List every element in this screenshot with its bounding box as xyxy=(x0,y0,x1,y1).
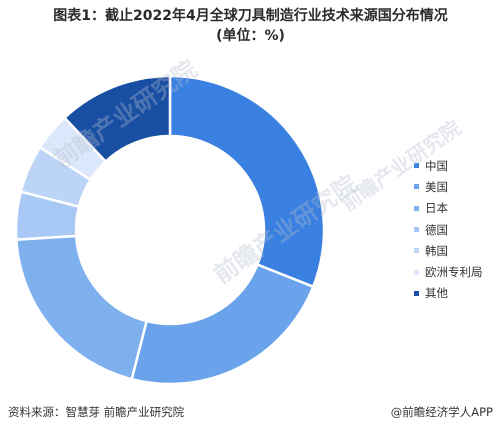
slice-6 xyxy=(62,74,172,164)
legend-item-1: 美国 xyxy=(414,176,483,197)
legend-label: 中国 xyxy=(425,158,448,173)
slice-1 xyxy=(130,262,315,386)
legend-swatch xyxy=(414,205,419,211)
legend-swatch xyxy=(414,184,419,190)
title-line-1: 图表1：截止2022年4月全球刀具制造行业技术来源国分布情况 xyxy=(53,8,448,24)
chart-title: 图表1：截止2022年4月全球刀具制造行业技术来源国分布情况 (单位：%) xyxy=(0,6,501,46)
brand-text: @前瞻经济学人APP xyxy=(390,405,493,419)
legend: 中国美国日本德国韩国欧洲专利局其他 xyxy=(414,155,483,304)
legend-item-6: 其他 xyxy=(414,283,483,304)
legend-label: 韩国 xyxy=(425,243,448,258)
footer: 资料来源：智慧芽 前瞻产业研究院 @前瞻经济学人APP xyxy=(0,404,501,424)
legend-item-3: 德国 xyxy=(414,219,483,240)
legend-swatch xyxy=(414,290,419,296)
legend-item-4: 韩国 xyxy=(414,240,483,261)
slice-0 xyxy=(168,74,326,289)
donut-chart xyxy=(14,74,326,386)
legend-label: 日本 xyxy=(425,201,448,216)
legend-label: 其他 xyxy=(425,286,448,301)
source-text: 资料来源：智慧芽 前瞻产业研究院 xyxy=(8,405,185,419)
legend-swatch xyxy=(414,227,419,233)
legend-label: 欧洲专利局 xyxy=(425,265,483,280)
legend-label: 美国 xyxy=(425,179,448,194)
legend-item-5: 欧洲专利局 xyxy=(414,261,483,282)
slice-2 xyxy=(14,234,149,381)
legend-item-2: 日本 xyxy=(414,198,483,219)
legend-item-0: 中国 xyxy=(414,155,483,176)
legend-label: 德国 xyxy=(425,222,448,237)
title-line-2: (单位：%) xyxy=(216,28,285,44)
legend-swatch xyxy=(414,269,419,275)
legend-swatch xyxy=(414,248,419,254)
legend-swatch xyxy=(414,163,419,169)
